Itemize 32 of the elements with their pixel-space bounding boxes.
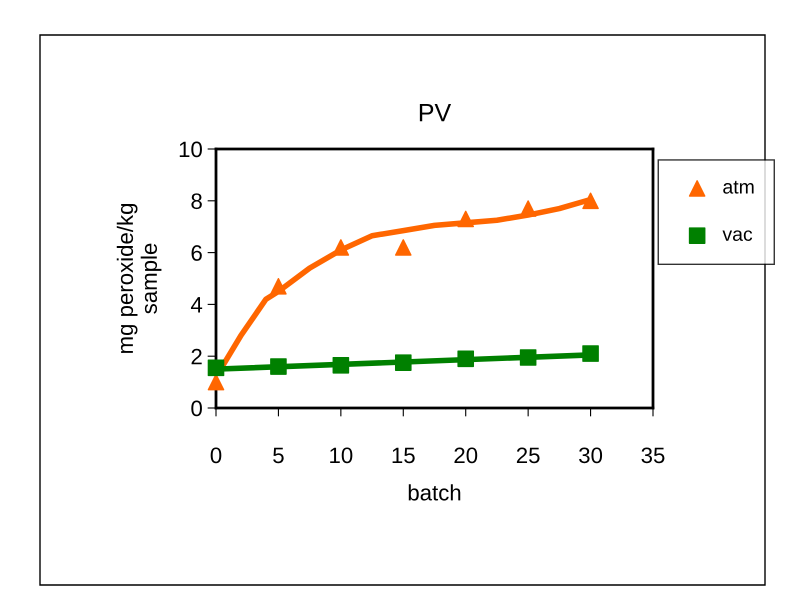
y-tick-label: 10 bbox=[180, 142, 202, 158]
y-tick-label: 2 bbox=[192, 348, 202, 364]
x-tick-label: 15 bbox=[392, 448, 415, 464]
legend-label: atm bbox=[723, 180, 754, 194]
legend-label: vac bbox=[722, 230, 752, 241]
point bbox=[457, 350, 474, 368]
x-tick-label: 25 bbox=[516, 447, 540, 464]
point bbox=[270, 278, 287, 295]
y-tick-label: 8 bbox=[191, 193, 202, 210]
point bbox=[582, 192, 599, 210]
point bbox=[457, 210, 474, 228]
point bbox=[520, 349, 536, 366]
chart-title: PV bbox=[420, 104, 452, 122]
x-tick-label: 5 bbox=[273, 448, 284, 464]
x-tick-label: 30 bbox=[579, 447, 602, 464]
y-axis-title: mg peroxide/kg sample bbox=[116, 204, 162, 353]
point bbox=[332, 239, 350, 256]
x-tick-label: 20 bbox=[454, 447, 478, 464]
x-tick-label: 10 bbox=[330, 447, 352, 464]
x-tick-label: 0 bbox=[210, 447, 222, 464]
y-tick-label: 0 bbox=[191, 400, 202, 416]
point bbox=[332, 356, 350, 374]
point bbox=[208, 360, 224, 376]
point bbox=[270, 358, 287, 375]
point bbox=[520, 200, 536, 217]
x-tick-label: 35 bbox=[641, 447, 664, 464]
point bbox=[394, 239, 412, 256]
point bbox=[582, 345, 599, 362]
y-tick-label: 4 bbox=[190, 297, 202, 312]
x-axis-title: batch bbox=[408, 484, 460, 501]
point bbox=[394, 354, 412, 371]
y-tick-label: 6 bbox=[192, 245, 202, 261]
